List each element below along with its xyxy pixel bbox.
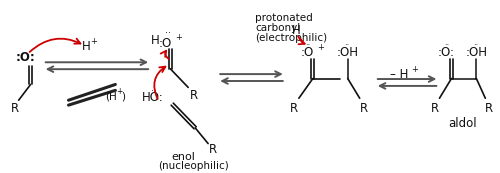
Text: :O: :O [158,37,172,49]
Text: R: R [209,143,217,156]
Text: :OH: :OH [466,46,487,59]
Text: R: R [290,102,298,115]
Text: H: H [292,24,300,37]
Text: +: + [116,87,122,96]
Text: HO:: HO: [142,91,163,104]
Text: ··: ·· [472,42,478,51]
Text: ): ) [122,91,126,101]
Text: enol: enol [171,152,195,162]
Text: R: R [10,102,18,115]
Text: ··: ·· [444,42,449,51]
Text: R: R [190,89,198,102]
Text: (H: (H [106,91,117,101]
Text: protonated: protonated [255,13,312,23]
Text: :O: :O [300,46,314,59]
Text: ··: ·· [305,42,310,51]
Text: ··: ·· [344,42,350,51]
Text: ··: ·· [165,28,171,38]
Text: :OH: :OH [336,46,358,59]
Text: – H: – H [390,68,409,81]
Text: H: H [151,34,160,47]
Text: carbonyl: carbonyl [255,23,300,33]
Text: +: + [411,65,418,74]
Text: +: + [175,33,182,42]
Text: H: H [82,39,91,53]
Text: (nucleophilic): (nucleophilic) [158,161,228,171]
Text: :O:: :O: [16,51,36,64]
Text: ··: ·· [152,87,157,96]
Text: R: R [430,102,438,115]
Text: aldol: aldol [448,117,476,130]
Text: :O:: :O: [438,46,455,59]
Text: +: + [318,43,324,52]
Text: (electrophilic): (electrophilic) [255,33,327,43]
Text: R: R [360,102,368,115]
Text: +: + [90,37,97,46]
Text: R: R [486,102,494,115]
